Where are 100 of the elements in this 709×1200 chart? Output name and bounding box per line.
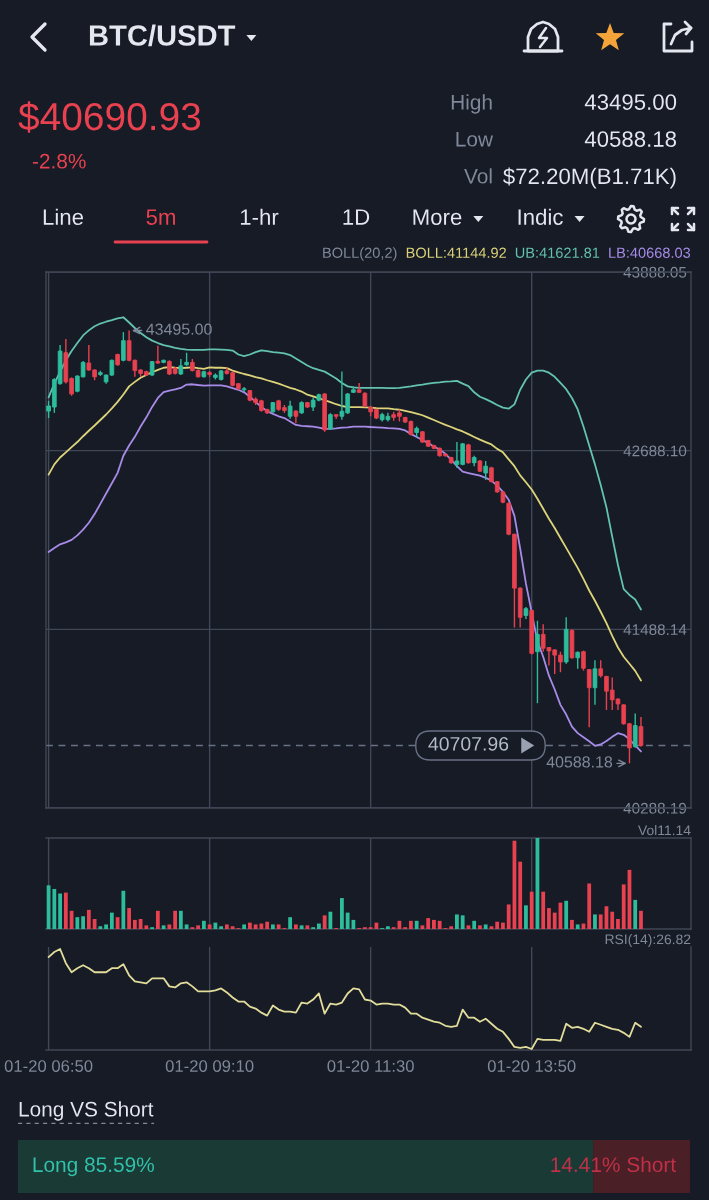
bar xyxy=(184,924,189,929)
y-tick-label: 41488.14 xyxy=(623,624,687,636)
bar xyxy=(213,922,218,929)
text: -2.8% xyxy=(32,153,86,169)
bar xyxy=(86,909,91,929)
bar xyxy=(639,910,643,929)
chart-title: Long VS Short xyxy=(19,1101,154,1121)
bar xyxy=(196,925,201,929)
bar xyxy=(506,904,511,929)
bar xyxy=(564,900,569,929)
bar xyxy=(167,924,172,929)
bar xyxy=(483,924,488,929)
legend-title: BOLL(20,2) xyxy=(323,247,397,261)
bar xyxy=(455,914,459,929)
bar xyxy=(265,921,270,929)
bar xyxy=(340,898,344,929)
bar xyxy=(593,914,597,929)
text: BTC/USDT xyxy=(89,24,236,47)
bar xyxy=(121,890,126,929)
text: Line xyxy=(43,208,84,225)
bar xyxy=(63,892,68,929)
candlestick xyxy=(638,716,644,748)
bar xyxy=(598,914,603,929)
bar xyxy=(518,861,523,929)
text: More xyxy=(413,209,462,225)
candlestick xyxy=(535,620,540,704)
bar xyxy=(524,905,528,929)
data-label: 14.41% xyxy=(551,1157,620,1173)
bar xyxy=(575,924,580,929)
bar xyxy=(219,926,224,929)
y-tick-label: 42688.10 xyxy=(623,445,687,457)
bar xyxy=(409,920,413,929)
text: 5m xyxy=(146,209,175,225)
bar xyxy=(414,920,419,929)
series-label: Short xyxy=(627,1156,676,1173)
chart-title: RSI(14):26.82 xyxy=(605,934,691,947)
bar xyxy=(449,926,454,929)
bar xyxy=(489,926,494,929)
bar xyxy=(127,908,131,929)
x-tick-label: 01-20 13:50 xyxy=(487,1060,576,1072)
bar xyxy=(616,918,620,929)
text: $40690.93 xyxy=(18,101,201,133)
bar xyxy=(299,925,304,929)
bar xyxy=(495,921,500,929)
bar xyxy=(541,891,546,929)
x-tick-label: 01-20 06:50 xyxy=(4,1060,93,1072)
text: BOLL:41144.92 xyxy=(406,247,506,258)
bar xyxy=(426,918,431,929)
bar xyxy=(52,888,57,929)
bar xyxy=(178,910,183,929)
y-tick-label: 40288.19 xyxy=(623,802,687,814)
bar xyxy=(610,911,615,929)
bar xyxy=(501,922,505,929)
bar xyxy=(386,926,390,929)
text: 1D xyxy=(343,209,370,225)
bar xyxy=(132,919,137,929)
bar xyxy=(115,917,120,929)
text: Vol xyxy=(464,168,492,184)
bar xyxy=(270,924,275,929)
bar xyxy=(161,925,166,929)
bar xyxy=(305,925,310,929)
bar xyxy=(173,910,178,929)
bar xyxy=(317,923,321,929)
bar xyxy=(432,919,436,929)
bar xyxy=(104,924,108,929)
bar xyxy=(437,920,442,929)
text: 40588.18 xyxy=(584,131,677,147)
bar xyxy=(242,924,247,929)
candlestick xyxy=(632,712,638,749)
data-label: 85.59% xyxy=(84,1157,154,1173)
bar xyxy=(207,924,212,929)
bar xyxy=(155,910,160,929)
ref-line-label: 40707.96 xyxy=(428,736,509,751)
bar xyxy=(81,916,85,929)
text: Low xyxy=(456,132,494,147)
x-tick-label: 01-20 11:30 xyxy=(327,1060,414,1072)
bar xyxy=(570,919,574,929)
bar xyxy=(288,917,293,929)
bar xyxy=(58,893,62,929)
text: 43495.00 xyxy=(584,94,677,110)
bar xyxy=(587,883,592,929)
text: 1-hr xyxy=(240,208,279,225)
annotation: 40588.18 xyxy=(546,756,613,768)
series-label: Long xyxy=(33,1157,77,1177)
candlestick xyxy=(592,659,598,706)
annotation: 43495.00 xyxy=(146,323,212,335)
text: UB:41621.81 xyxy=(515,247,600,258)
bar xyxy=(460,915,465,929)
bar xyxy=(293,924,298,929)
text: High xyxy=(451,94,492,114)
candlestick xyxy=(586,668,592,728)
bar xyxy=(472,920,477,929)
y-tick-label: 43888.05 xyxy=(623,266,687,278)
bar xyxy=(633,899,638,929)
bar xyxy=(247,922,252,929)
bar xyxy=(345,912,350,929)
bar xyxy=(224,924,229,929)
bar xyxy=(98,926,103,929)
candlestick xyxy=(121,331,126,363)
bar xyxy=(478,925,482,929)
